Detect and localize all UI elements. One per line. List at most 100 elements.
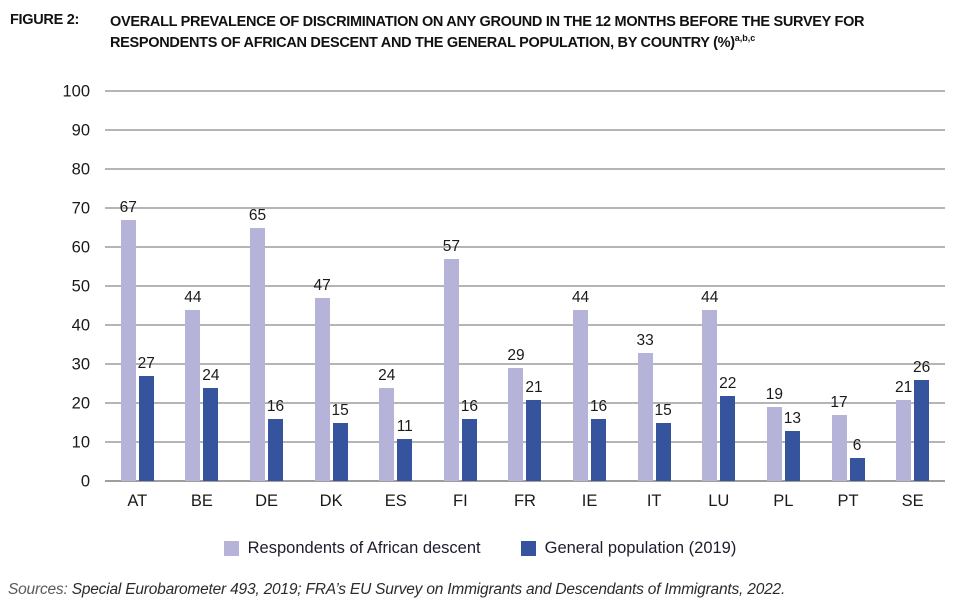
gridline-10: [105, 441, 945, 444]
bar-value-DK-series1: 15: [331, 401, 349, 419]
x-axis-label-LU: LU: [708, 492, 730, 511]
gridline-90: [105, 129, 945, 132]
x-axis-label-FR: FR: [513, 492, 536, 511]
x-axis-label-IE: IE: [581, 492, 598, 511]
bar-LU-series1: 22: [719, 376, 736, 482]
x-axis-label-IT: IT: [646, 492, 662, 511]
y-axis-tick-40: 40: [71, 316, 90, 335]
bar-value-LU-series0: 44: [701, 288, 719, 306]
x-axis-label-ES: ES: [384, 492, 407, 511]
x-axis-label-SE: SE: [901, 492, 924, 511]
bar-value-BE-series1: 24: [202, 366, 220, 384]
bar-value-PT-series0: 17: [830, 394, 848, 412]
bar-value-AT-series1: 27: [137, 355, 155, 373]
figure-title: OVERALL PREVALENCE OF DISCRIMINATION ON …: [110, 12, 946, 53]
bar-value-LU-series1: 22: [719, 374, 737, 392]
bar-DE-series1: 16: [267, 399, 284, 482]
bar-group-AT: 67 27: [105, 91, 170, 482]
bar-value-DK-series0: 47: [313, 277, 331, 295]
bar-value-ES-series1: 11: [396, 417, 413, 435]
bar-group-LU: 44 22: [686, 91, 751, 482]
legend-label-general-population: General population (2019): [544, 539, 737, 558]
bar-IE-series1: 16: [590, 399, 607, 482]
legend-swatch-african-descent: [223, 541, 239, 557]
bar-DE-series0: 65: [249, 208, 266, 482]
bar-FR-series0: 29: [507, 348, 525, 482]
bar-DK-series0: 47: [314, 278, 331, 482]
bar-chart: 67 27 44 24 65 16 47 15 24 11 57 16 29 21 44 16 33 15 44 22…: [0, 83, 960, 510]
bar-group-BE: 44 24: [170, 91, 235, 482]
y-axis-tick-20: 20: [71, 394, 90, 413]
y-axis-tick-90: 90: [71, 121, 90, 140]
x-axis-label-DK: DK: [319, 492, 343, 511]
bar-SE-series0: 21: [895, 380, 912, 482]
chart-legend: Respondents of African descent General p…: [0, 539, 960, 558]
bar-value-BE-series0: 44: [184, 288, 202, 306]
bar-value-IE-series0: 44: [571, 288, 590, 306]
legend-label-african-descent: Respondents of African descent: [247, 539, 481, 558]
bars-row: 67 27 44 24 65 16 47 15 24 11 57 16 29 21 44 16 33 15 44 22…: [105, 91, 945, 482]
bar-value-FI-series1: 16: [460, 398, 478, 416]
gridline-0: [105, 480, 945, 483]
figure-number-label: FIGURE 2:: [10, 12, 80, 28]
bar-group-PL: 19 13: [751, 91, 816, 482]
y-axis-tick-80: 80: [71, 160, 90, 179]
sources-text: Special Eurobarometer 493, 2019; FRA’s E…: [71, 581, 786, 599]
bar-DK-series1: 15: [332, 403, 349, 482]
bar-value-IT-series1: 15: [654, 401, 672, 419]
bar-value-IT-series0: 33: [636, 331, 654, 349]
gridline-40: [105, 324, 945, 327]
bar-value-DE-series1: 16: [266, 398, 285, 416]
x-axis-label-PL: PL: [773, 492, 794, 511]
bar-AT-series1: 27: [138, 356, 155, 482]
bar-value-PL-series0: 19: [765, 386, 784, 404]
y-axis-tick-70: 70: [71, 199, 90, 218]
gridline-20: [105, 402, 945, 405]
bar-value-FR-series1: 21: [525, 378, 543, 396]
bar-IT-series0: 33: [637, 333, 654, 482]
bar-value-SE-series1: 26: [912, 359, 931, 377]
sources-prefix: Sources:: [8, 581, 68, 599]
y-axis-tick-100: 100: [62, 82, 90, 101]
sources-line: Sources: Special Eurobarometer 493, 2019…: [8, 581, 960, 599]
x-axis-label-PT: PT: [837, 492, 859, 511]
y-axis-tick-10: 10: [71, 433, 90, 452]
y-axis-tick-0: 0: [80, 472, 90, 491]
gridline-60: [105, 246, 945, 249]
figure-header: FIGURE 2: OVERALL PREVALENCE OF DISCRIMI…: [0, 0, 960, 53]
bar-ES-series0: 24: [378, 368, 395, 482]
bar-group-IT: 33 15: [622, 91, 687, 482]
bar-BE-series0: 44: [184, 290, 202, 482]
figure-title-text: OVERALL PREVALENCE OF DISCRIMINATION ON …: [110, 14, 865, 52]
y-axis-tick-60: 60: [71, 238, 90, 257]
bar-value-AT-series0: 67: [119, 199, 137, 217]
bar-value-PT-series1: 6: [852, 437, 862, 455]
legend-item-african-descent: Respondents of African descent: [223, 539, 481, 558]
bar-PL-series1: 13: [784, 411, 801, 482]
bar-value-IE-series1: 16: [589, 398, 608, 416]
bar-FI-series0: 57: [443, 239, 460, 482]
bar-AT-series0: 67: [120, 200, 137, 482]
bar-IE-series0: 44: [572, 290, 589, 482]
bar-PL-series0: 19: [766, 387, 783, 482]
gridline-30: [105, 363, 945, 366]
y-axis-tick-50: 50: [71, 277, 90, 296]
bar-LU-series0: 44: [701, 290, 718, 482]
bar-BE-series1: 24: [202, 368, 220, 482]
bar-group-IE: 44 16: [557, 91, 622, 482]
y-axis-tick-30: 30: [71, 355, 90, 374]
bar-group-SE: 21 26: [880, 91, 945, 482]
plot-area: 67 27 44 24 65 16 47 15 24 11 57 16 29 21 44 16 33 15 44 22…: [105, 90, 945, 483]
gridline-80: [105, 168, 945, 171]
x-axis-label-BE: BE: [190, 492, 213, 511]
bar-group-ES: 24 11: [363, 91, 428, 482]
bar-FI-series1: 16: [461, 399, 478, 482]
x-axis-label-FI: FI: [453, 492, 468, 511]
bar-group-DE: 65 16: [234, 91, 299, 482]
gridline-100: [105, 90, 945, 93]
bar-ES-series1: 11: [397, 419, 413, 482]
bar-FR-series1: 21: [525, 380, 543, 482]
x-axis-label-DE: DE: [255, 492, 278, 511]
bar-PT-series0: 17: [830, 395, 848, 482]
bar-group-DK: 47 15: [299, 91, 364, 482]
